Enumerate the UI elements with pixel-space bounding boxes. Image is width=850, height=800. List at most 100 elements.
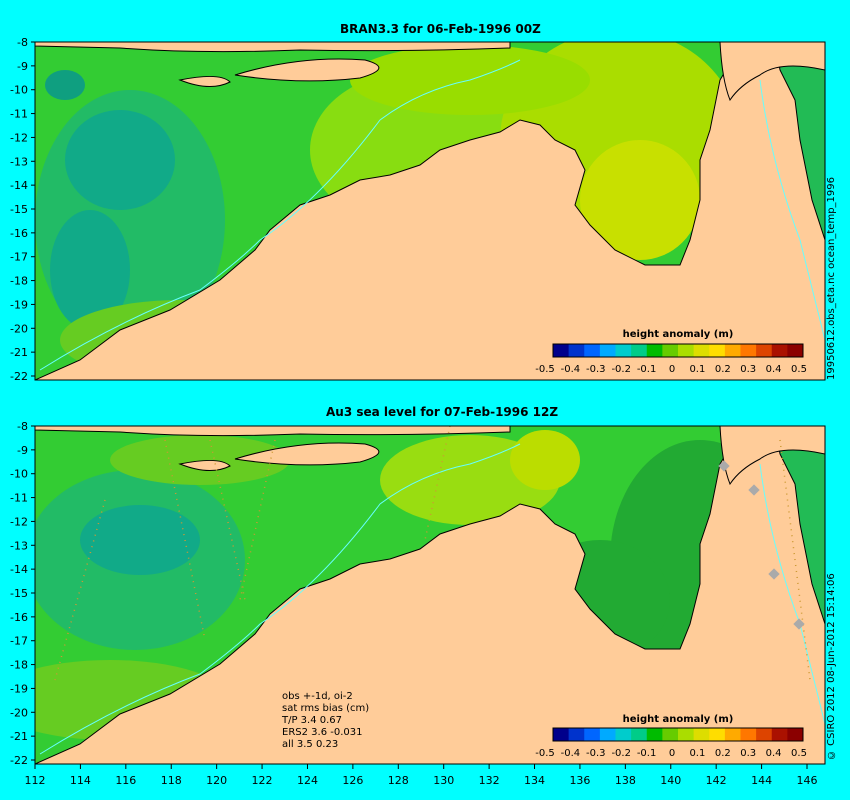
lon-tick-label: 124 [297,774,318,787]
stats-line-2: sat rms bias (cm) [282,703,369,714]
panel2-side-label: © CSIRO 2012 08-Jun-2012 15:14:06 [826,573,837,760]
lat-tick-label: -19 [10,682,28,695]
colorbar-swatch [740,344,757,357]
colorbar-swatch [568,344,585,357]
shelf-contour-east [759,79,825,341]
lat-tick-label: -22 [10,754,28,767]
colorbar-swatch [615,344,632,357]
lon-tick-label: 128 [388,774,409,787]
lon-tick-label: 120 [206,774,227,787]
colorbar-swatch [662,344,679,357]
lat-tick-label: -20 [10,706,28,719]
anomaly-east-strip [735,426,825,764]
anomaly-mid-green [530,540,670,660]
colorbar-swatch [615,728,632,741]
colorbar-tick-label: 0.1 [689,748,705,759]
lat-tick-label: -8 [17,36,28,49]
lat-tick-label: -9 [17,60,28,73]
colorbar-swatch [709,344,726,357]
lat-tick-label: -18 [10,275,28,288]
anomaly-high-gulf [580,140,700,260]
colorbar-swatch [678,728,695,741]
sumba-island [178,76,231,87]
anomaly-low-core [65,110,175,210]
anomaly-high-cape [510,430,580,490]
lat-axis-1: -8 -9 -10 -11 -12 -13 -14 -15 -16 -17 -18 -19 -20 -21… [10,36,35,383]
timor-island [234,442,380,466]
colorbar-tick-label: -0.4 [561,364,581,375]
anomaly-low-east [610,440,790,680]
lon-tick-label: 126 [342,774,363,787]
lon-tick-label: 112 [25,774,46,787]
colorbar-tick-label: -0.5 [535,748,555,759]
lon-tick-label: 144 [751,774,772,787]
anomaly-low-core-2 [50,210,130,330]
satellite-track-markers [718,460,805,630]
lat-tick-label: -8 [17,420,28,433]
colorbar-swatch [693,728,710,741]
lon-tick-label: 134 [524,774,545,787]
colorbar-swatch [771,344,788,357]
colorbar-swatch [631,344,648,357]
colorbar-1-title: height anomaly (m) [623,329,734,340]
lon-tick-label: 136 [569,774,590,787]
colorbar-swatch [553,344,570,357]
shelf-contour-east [759,463,825,725]
anomaly-low-core [80,505,200,575]
lon-tick-label: 142 [706,774,727,787]
stats-line-4: ERS2 3.6 -0.031 [282,727,362,738]
lon-tick-label: 114 [70,774,91,787]
colorbar-tick-label: -0.4 [561,748,581,759]
new-guinea-land [719,426,825,486]
lat-tick-label: -19 [10,298,28,311]
anomaly-high-north [110,435,290,485]
colorbar-swatch [693,344,710,357]
colorbar-swatch [646,728,663,741]
colorbar-tick-label: 0.2 [715,748,731,759]
lat-tick-label: -20 [10,322,28,335]
lat-axis-2: -8 -9 -10 -11 -12 -13 -14 -15 -16 -17 -18 -19 -20 -21… [10,420,35,767]
colorbar-swatch [740,728,757,741]
lon-tick-label: 130 [433,774,454,787]
colorbar-1: height anomaly (m) -0.5 -0.4 -0.3 -0.2 -0.1 0… [535,329,807,375]
colorbar-tick-label: -0.5 [535,364,555,375]
lat-tick-label: -14 [10,563,28,576]
anomaly-low-west [35,470,245,650]
ocean-field [35,426,825,764]
colorbar-swatch [787,344,804,357]
colorbar-tick-label: -0.3 [586,364,606,375]
colorbar-swatch [646,344,663,357]
lat-tick-label: -18 [10,659,28,672]
stats-box: obs +-1d, oi-2 sat rms bias (cm) T/P 3.4… [281,691,369,750]
lat-tick-label: -17 [10,251,28,264]
shelf-contour [39,59,521,371]
colorbar-2-title: height anomaly (m) [623,714,734,725]
lat-tick-label: -9 [17,444,28,457]
colorbar-swatch [756,728,773,741]
colorbar-tick-label: 0.5 [791,364,807,375]
lat-tick-label: -16 [10,611,28,624]
lon-tick-label: 138 [615,774,636,787]
map-panel-1: height anomaly (m) -0.5 -0.4 -0.3 -0.2 -0.1 0… [10,36,826,383]
timor-island [234,58,380,82]
panel1-title: BRAN3.3 for 06-Feb-1996 00Z [340,22,541,36]
colorbar-tick-label: 0.3 [740,748,756,759]
colorbar-tick-label: 0.5 [791,748,807,759]
colorbar-swatch [771,728,788,741]
lat-tick-label: -13 [10,539,28,552]
colorbar-swatch [787,728,804,741]
anomaly-high-center [380,435,560,525]
lat-tick-label: -21 [10,730,28,743]
stats-line-3: T/P 3.4 0.67 [281,715,342,726]
lon-axis: 112 114 116 118 120 122 124 126 128 130 132 134 136 1… [25,764,818,787]
colorbar-tick-label: 0 [669,748,675,759]
colorbar-tick-label: 0.4 [766,748,782,759]
lon-tick-label: 118 [161,774,182,787]
satellite-tracks [54,426,811,681]
colorbar-swatch [678,344,695,357]
colorbar-swatch [599,728,616,741]
lon-tick-label: 122 [252,774,273,787]
lat-tick-label: -14 [10,179,28,192]
colorbar-2: height anomaly (m) -0.5 -0.4 -0.3 -0.2 -0.1 0… [535,714,807,759]
lat-tick-label: -21 [10,346,28,359]
